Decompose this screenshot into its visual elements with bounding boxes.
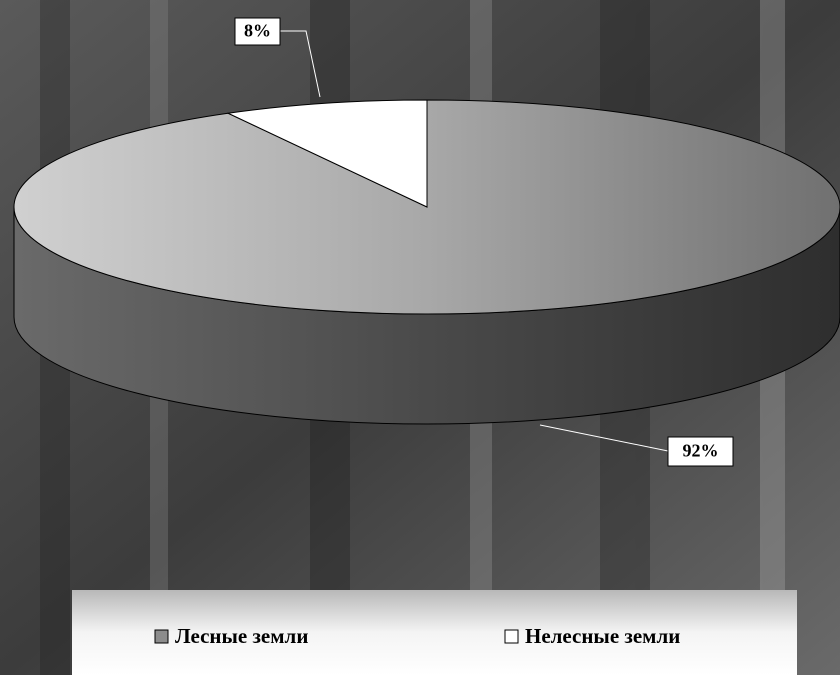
legend-box (72, 590, 797, 675)
data-label: 8% (244, 21, 271, 41)
legend-marker (504, 629, 519, 644)
data-label-box (667, 436, 734, 467)
pie-slice (226, 99, 428, 208)
pie: 92% 8% (13, 17, 840, 467)
legend-label: Нелесные земли (525, 624, 680, 648)
leader-line (280, 30, 321, 98)
data-label: 92% (683, 441, 719, 461)
data-label-box (234, 17, 281, 46)
legend-marker (154, 629, 169, 644)
leader-line (539, 424, 669, 452)
legend: Лесные земли Нелесные земли (154, 624, 680, 648)
legend-label: Лесные земли (175, 624, 308, 648)
